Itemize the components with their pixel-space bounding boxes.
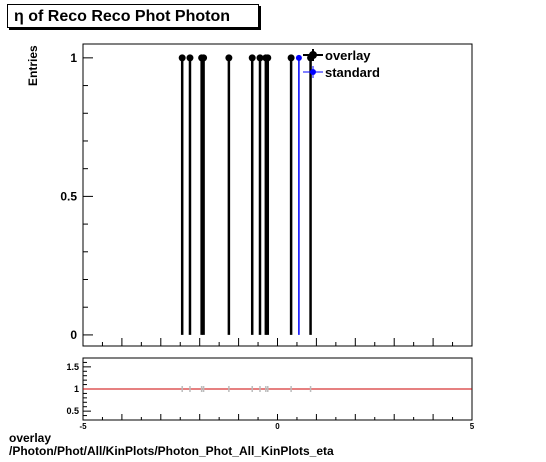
overlay-point [200,54,208,62]
main-data-marks [178,54,315,335]
overlay-point [248,54,256,62]
chart-title: η of Reco Reco Phot Photon [7,4,259,28]
overlay-point [186,54,194,62]
legend: overlay standard [303,48,380,80]
overlay-point [287,54,295,62]
y-tick-label: 0 [70,328,77,342]
main-frame-rect [82,43,473,347]
overlay-point [256,54,264,62]
ratio-x-tick-label: 0 [275,422,280,431]
footer-line-1: overlay [9,431,52,445]
overlay-point [178,54,186,62]
ratio-x-tick-label: -5 [79,422,87,431]
legend-label-standard: standard [325,65,380,80]
ratio-y-tick-label: 0.5 [66,406,79,416]
ratio-x-tick-label: 5 [470,422,475,431]
overlay-point [264,54,272,62]
ratio-data-marks [83,386,472,392]
y-tick-label: 1 [70,51,77,65]
overlay-point [225,54,233,62]
footer-path: overlay /Photon/Phot/All/KinPlots/Photon… [9,432,334,458]
ratio-y-tick-label: 1.5 [66,362,79,372]
main-plot-frame [82,43,473,347]
main-axis-ticks: 00.51 [60,51,473,346]
y-axis-label: Entries [26,45,40,86]
legend-marker-standard [310,69,316,75]
ratio-axis-ticks: 0.5 1 1.5 -5 0 5 [66,362,474,431]
ratio-y-tick-label: 1 [74,384,79,394]
legend-label-overlay: overlay [325,48,371,63]
legend-marker-overlay [309,51,317,59]
y-tick-label: 0.5 [60,189,77,203]
footer-line-2: /Photon/Phot/All/KinPlots/Photon_Phot_Al… [9,444,334,458]
standard-point [295,54,302,61]
